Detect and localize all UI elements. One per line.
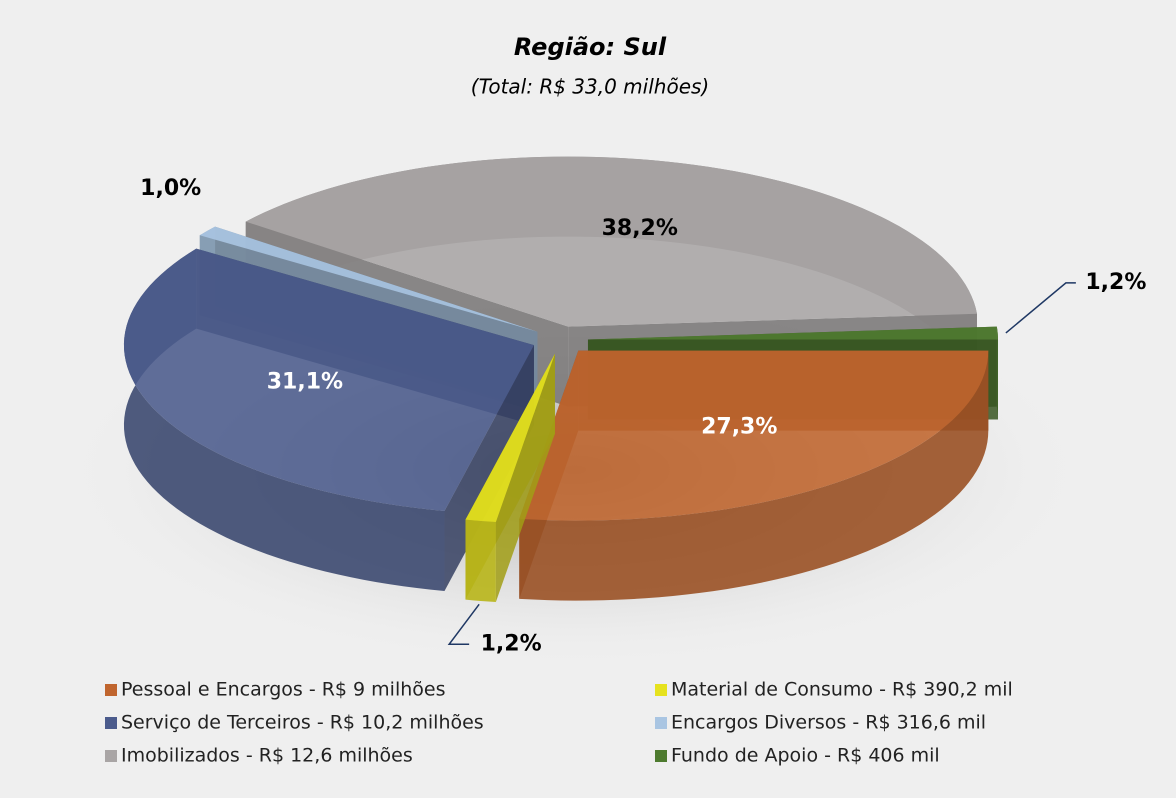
- data-label: 1,2%: [1085, 270, 1146, 295]
- slice: [519, 350, 989, 521]
- legend-swatch: [655, 750, 667, 762]
- slice: [123, 248, 534, 512]
- legend-label: Material de Consumo - R$ 390,2 mil: [671, 679, 1013, 701]
- pie: [123, 156, 998, 602]
- data-label: 1,2%: [481, 631, 542, 656]
- labels: 27,3% 1,2% 31,1% 1,0% 38,2% 1,2%: [140, 176, 1146, 656]
- legend-label: Pessoal e Encargos - R$ 9 milhões: [121, 679, 446, 701]
- legend-label: Fundo de Apoio - R$ 406 mil: [671, 745, 940, 767]
- legend-swatch: [105, 684, 117, 696]
- data-label: 1,0%: [140, 176, 201, 201]
- leader-line: [1005, 282, 1076, 334]
- data-label: 27,3%: [701, 415, 777, 440]
- slice: [587, 326, 998, 340]
- chart-subtitle: (Total: R$ 33,0 milhões): [471, 75, 709, 99]
- legend-swatch: [105, 750, 117, 762]
- slice: [465, 353, 555, 522]
- chart-title: Região: Sul: [514, 33, 667, 61]
- slice-side: [123, 248, 445, 592]
- data-label: 31,1%: [267, 369, 343, 394]
- legend-label: Serviço de Terceiros - R$ 10,2 milhões: [121, 712, 484, 734]
- legend-swatch: [655, 684, 667, 696]
- slice-side: [996, 326, 998, 420]
- legend-swatch: [655, 717, 667, 729]
- legend-label: Imobilizados - R$ 12,6 milhões: [121, 745, 413, 767]
- slice-side: [519, 350, 989, 601]
- legend: Pessoal e Encargos - R$ 9 milhões Materia…: [105, 679, 1013, 767]
- legend-label: Encargos Diversos - R$ 316,6 mil: [671, 712, 986, 734]
- data-label: 38,2%: [602, 216, 678, 241]
- slice: [199, 226, 538, 332]
- leader-line: [447, 603, 480, 646]
- slice-side: [465, 519, 496, 602]
- legend-swatch: [105, 717, 117, 729]
- slice: [245, 156, 977, 327]
